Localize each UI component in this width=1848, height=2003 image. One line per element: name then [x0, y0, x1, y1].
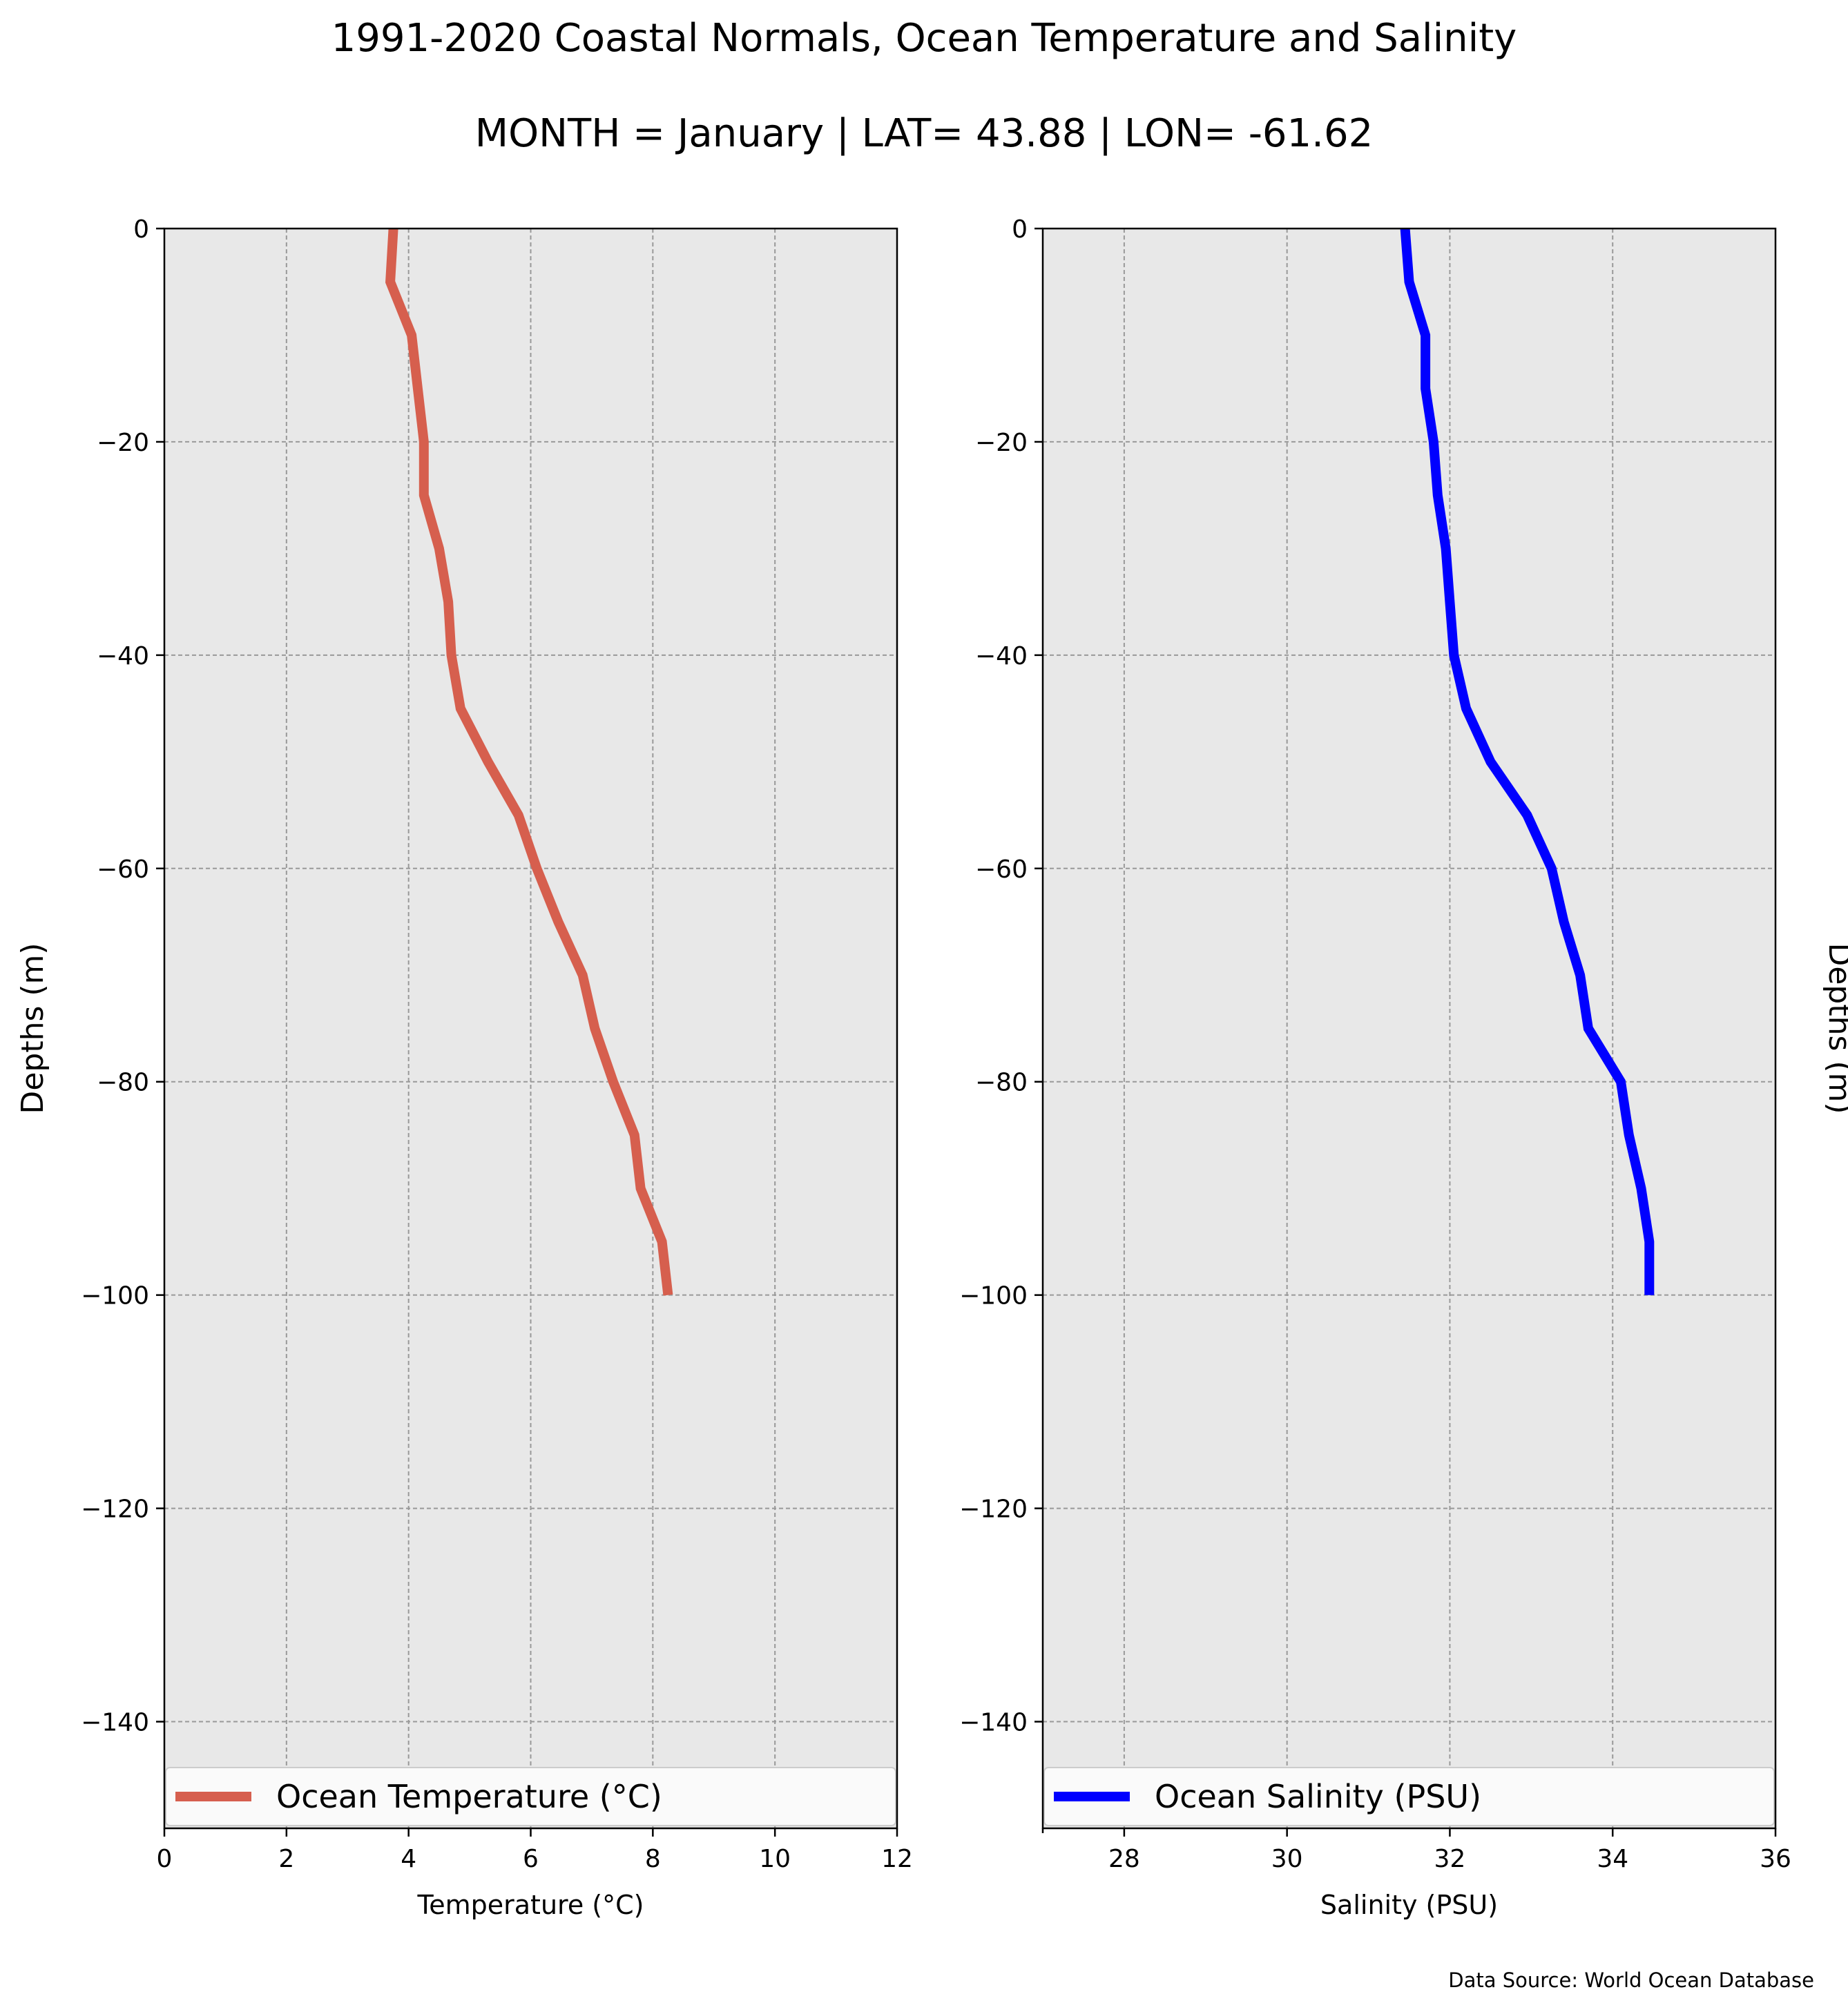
temperature-y-tick-label: 0 — [133, 215, 149, 244]
salinity-y-tick-label: −140 — [959, 1709, 1028, 1737]
salinity-series-line — [1400, 228, 1655, 1295]
salinity-plot-area — [1043, 229, 1775, 1828]
temperature-y-tick-label: −120 — [81, 1496, 149, 1524]
temperature-panel: Ocean Temperature (°C) 0 2 4 6 8 10 12 0 −20 −40 −6… — [15, 215, 913, 1920]
temperature-x-tick-label: 8 — [645, 1845, 661, 1873]
salinity-legend-frame — [1043, 1767, 1775, 1826]
salinity-y-tick-label: −80 — [975, 1069, 1028, 1097]
temperature-legend-label: Ocean Temperature (°C) — [276, 1778, 662, 1815]
chart-subtitle: MONTH = January | LAT= 43.88 | LON= -61.… — [475, 111, 1373, 156]
salinity-x-tick-label: 32 — [1434, 1845, 1466, 1873]
salinity-y-tick-label: −100 — [959, 1282, 1028, 1310]
temperature-x-tick-label: 10 — [759, 1845, 791, 1873]
temperature-x-tick-label: 0 — [157, 1845, 173, 1873]
salinity-legend-label: Ocean Salinity (PSU) — [1155, 1778, 1481, 1815]
salinity-x-tick-label: 28 — [1108, 1845, 1140, 1873]
salinity-y-tick-label: −20 — [975, 429, 1028, 457]
salinity-x-tick-label: 36 — [1760, 1845, 1791, 1873]
temperature-y-tick-label: −100 — [81, 1282, 149, 1310]
temperature-y-tick-label: −40 — [97, 642, 149, 670]
temperature-x-tick-label: 6 — [523, 1845, 539, 1873]
data-source-note: Data Source: World Ocean Database — [1448, 1968, 1814, 1992]
temperature-plot-area — [164, 229, 897, 1828]
salinity-x-tick-label: 30 — [1271, 1845, 1303, 1873]
temperature-x-tick-label: 2 — [278, 1845, 294, 1873]
temperature-y-tick-label: −80 — [97, 1069, 149, 1097]
salinity-y-axis-label: Depths (m) — [1822, 942, 1848, 1114]
salinity-y-tick-label: −40 — [975, 642, 1028, 670]
salinity-x-tick-label: 34 — [1597, 1845, 1628, 1873]
salinity-panel: Ocean Salinity (PSU) 28 30 32 34 36 0 −20 −40 −60… — [959, 215, 1848, 1920]
salinity-y-tick-label: −60 — [975, 855, 1028, 884]
salinity-x-axis-label: Salinity (PSU) — [1320, 1890, 1498, 1920]
salinity-y-tick-label: −120 — [959, 1496, 1028, 1524]
temperature-y-axis-label: Depths (m) — [15, 942, 50, 1114]
salinity-axes-frame — [1041, 227, 1777, 1830]
temperature-x-tick-label: 4 — [401, 1845, 416, 1873]
salinity-y-tick-label: 0 — [1012, 215, 1028, 244]
salinity-legend: Ocean Salinity (PSU) — [1043, 1767, 1775, 1826]
temperature-legend: Ocean Temperature (°C) — [165, 1767, 896, 1826]
temperature-x-axis-label: Temperature (°C) — [417, 1890, 644, 1920]
temperature-y-tick-label: −20 — [97, 429, 149, 457]
temperature-y-tick-label: −60 — [97, 855, 149, 884]
temperature-legend-frame — [165, 1767, 896, 1826]
temperature-series-line — [385, 228, 673, 1296]
chart-title: 1991-2020 Coastal Normals, Ocean Tempera… — [331, 16, 1517, 61]
temperature-y-tick-label: −140 — [81, 1709, 149, 1737]
temperature-x-tick-label: 12 — [881, 1845, 913, 1873]
